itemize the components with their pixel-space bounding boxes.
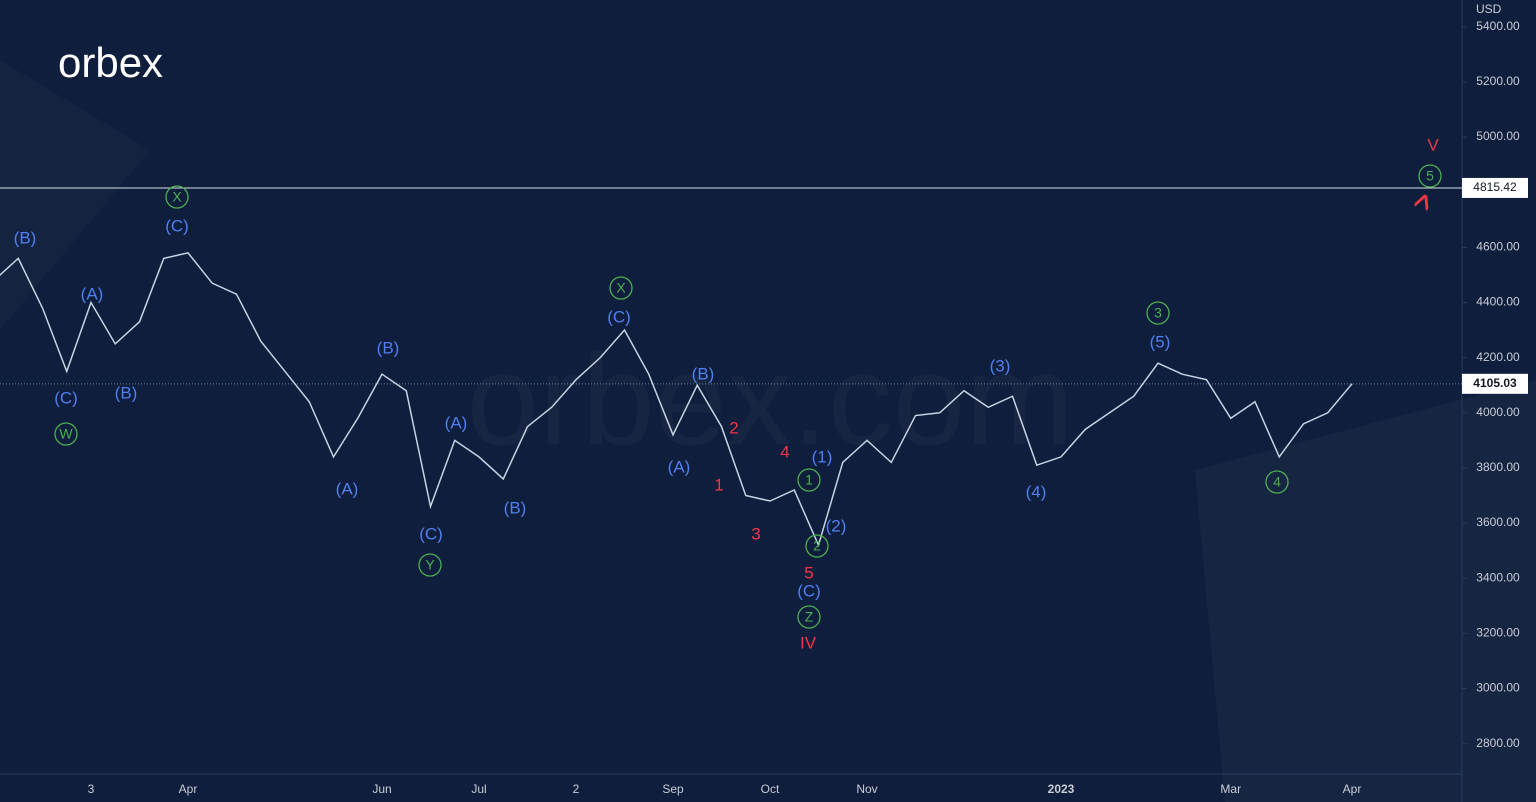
wave-label: (C) <box>54 388 78 407</box>
wave-label: (B) <box>504 498 527 517</box>
x-tick-label: 3 <box>88 782 95 796</box>
y-tick-label: 3000.00 <box>1476 681 1520 695</box>
y-tick-label: 5400.00 <box>1476 19 1520 33</box>
y-tick-label: 2800.00 <box>1476 736 1520 750</box>
wave-label: 1 <box>805 472 813 488</box>
plot: 2800.00 3000.00 3200.00 3400.00 3600.00 3800.… <box>0 19 1528 796</box>
resistance-box <box>1462 177 1528 198</box>
wave-label: 4 <box>780 442 789 461</box>
wave-label: (A) <box>445 413 468 432</box>
x-tick-label: Nov <box>856 782 877 796</box>
wave-label: 2 <box>813 538 821 554</box>
wave-circle <box>609 276 633 300</box>
wave-label: (B) <box>14 228 37 247</box>
wave-label: (A) <box>81 284 104 303</box>
currency: USD <box>1476 2 1502 16</box>
watermark: orbex.com <box>467 326 1074 472</box>
wave-label: (5) <box>1150 332 1171 351</box>
wave-label: 1 <box>714 475 723 494</box>
wave-label: 4 <box>1273 474 1281 490</box>
y-tick-label: 4400.00 <box>1476 295 1520 309</box>
wave-circle <box>165 185 189 209</box>
wave-circle <box>805 534 829 558</box>
wave-label: (B) <box>115 383 138 402</box>
y-tick-label: 5000.00 <box>1476 129 1520 143</box>
wave-circle <box>1265 470 1289 494</box>
wave-circle <box>797 468 821 492</box>
wave-label: Y <box>425 557 435 573</box>
x-tick-label: Oct <box>761 782 780 796</box>
wave-label: (A) <box>336 479 359 498</box>
resistance-label: 4815.42 <box>1473 180 1517 194</box>
x-tick-label: 2023 <box>1048 782 1075 796</box>
wave-label: V <box>1427 135 1439 154</box>
wave-circle <box>54 422 78 446</box>
x-tick-label: Sep <box>662 782 684 796</box>
wave-label: X <box>172 189 182 205</box>
price-line <box>0 252 1353 548</box>
logo: orbex <box>58 39 163 86</box>
wave-label: X <box>616 280 626 296</box>
wave-label: (4) <box>1026 482 1047 501</box>
wave-circle <box>797 605 821 629</box>
wave-label: (B) <box>377 338 400 357</box>
y-tick-label: 4600.00 <box>1476 240 1520 254</box>
wave-label: (2) <box>826 516 847 535</box>
wave-label: 3 <box>1154 305 1162 321</box>
x-tick-label: Apr <box>179 782 198 796</box>
wave-label: (1) <box>812 447 833 466</box>
wave-label: IV <box>800 633 817 652</box>
wave-circle <box>418 553 442 577</box>
wave-label: (C) <box>165 216 189 235</box>
wave-label: (3) <box>990 356 1011 375</box>
y-tick-label: 3600.00 <box>1476 515 1520 529</box>
wave-label: Z <box>805 609 814 625</box>
x-tick-label: Apr <box>1343 782 1362 796</box>
wave-circle <box>1146 301 1170 325</box>
wave-label: 2 <box>729 418 738 437</box>
wave-label: 3 <box>751 524 760 543</box>
wave-circle <box>1418 164 1442 188</box>
wave-label: (C) <box>797 581 821 600</box>
y-tick-label: 3400.00 <box>1476 570 1520 584</box>
y-tick-label: 3200.00 <box>1476 626 1520 640</box>
wave-label: 5 <box>1426 168 1434 184</box>
y-tick-label: 3800.00 <box>1476 460 1520 474</box>
y-tick-label: 5200.00 <box>1476 74 1520 88</box>
wave-label: W <box>59 426 73 442</box>
wave-label: 5 <box>804 563 813 582</box>
x-tick-label: Mar <box>1220 782 1241 796</box>
x-tick-label: 2 <box>573 782 580 796</box>
wave-label: (B) <box>692 364 715 383</box>
y-tick-label: 4200.00 <box>1476 350 1520 364</box>
last-price-label: 4105.03 <box>1473 376 1517 390</box>
wave-label: (C) <box>607 307 631 326</box>
last-price-box <box>1462 373 1528 394</box>
wave-label: (A) <box>668 457 691 476</box>
x-tick-label: Jun <box>372 782 391 796</box>
y-tick-label: 4000.00 <box>1476 405 1520 419</box>
x-tick-label: Jul <box>471 782 486 796</box>
wave-label: (C) <box>419 524 443 543</box>
